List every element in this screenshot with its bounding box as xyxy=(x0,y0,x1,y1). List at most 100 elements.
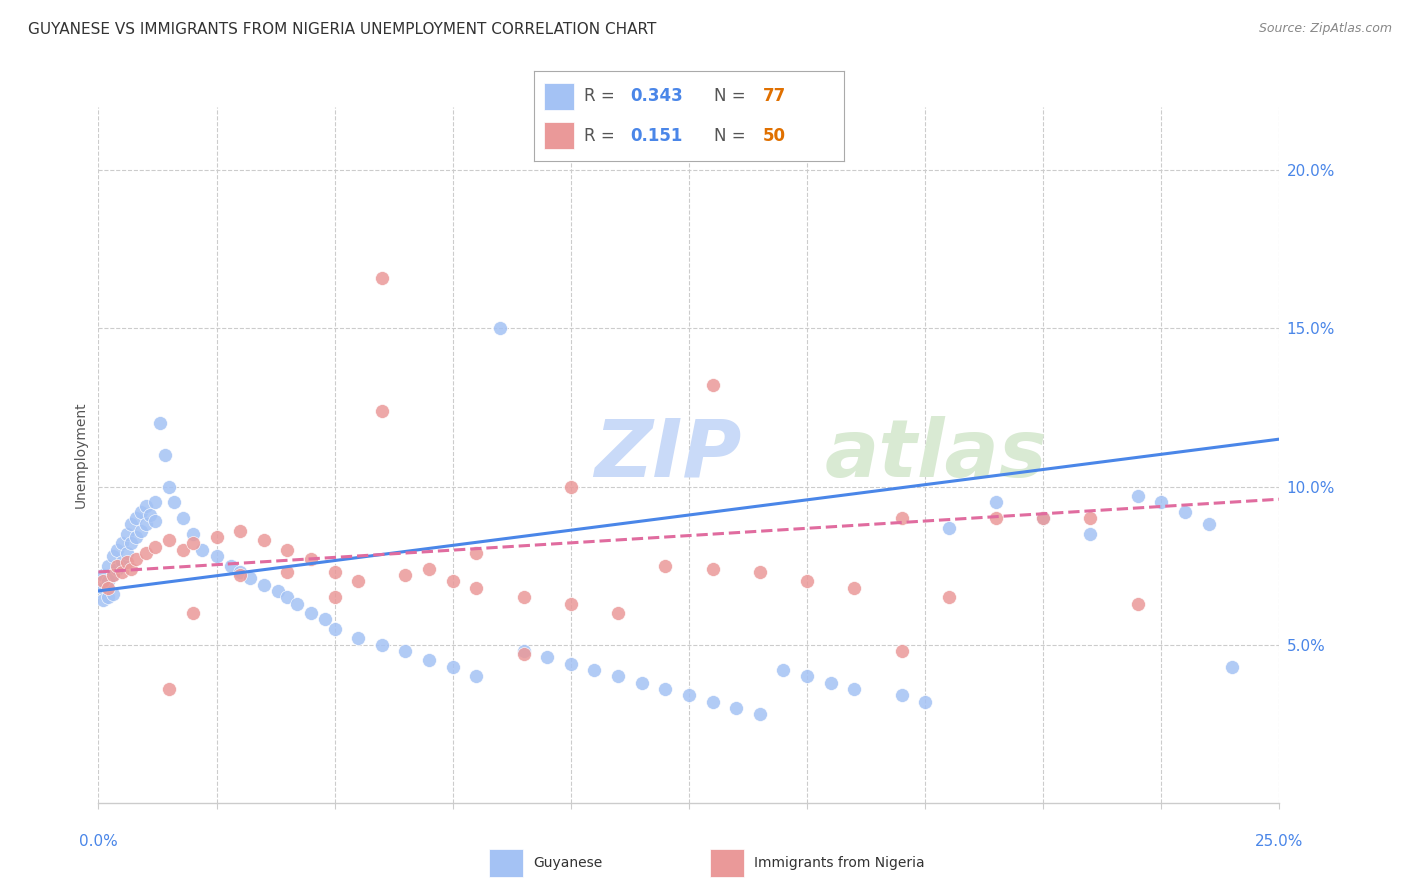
Point xyxy=(121,517,143,532)
Point xyxy=(560,479,582,493)
Point xyxy=(323,591,346,605)
Point xyxy=(149,417,172,431)
Point xyxy=(441,574,464,589)
Point xyxy=(820,675,842,690)
Point xyxy=(560,657,582,671)
Point xyxy=(121,562,143,576)
Point xyxy=(772,663,794,677)
Point xyxy=(748,565,770,579)
Point xyxy=(105,542,128,557)
Point xyxy=(157,681,180,696)
Point xyxy=(97,581,120,595)
Point xyxy=(253,577,276,591)
Point xyxy=(465,669,488,683)
Point xyxy=(115,556,138,570)
Point xyxy=(394,644,416,658)
Point xyxy=(702,695,724,709)
Text: 0.0%: 0.0% xyxy=(79,834,118,849)
Point xyxy=(418,653,440,667)
Point xyxy=(157,533,180,548)
Point xyxy=(465,546,488,560)
Text: 25.0%: 25.0% xyxy=(1256,834,1303,849)
FancyBboxPatch shape xyxy=(710,849,745,877)
Point xyxy=(347,574,370,589)
Point xyxy=(583,663,606,677)
Point xyxy=(299,552,322,566)
Point xyxy=(101,549,124,563)
Point xyxy=(139,508,162,522)
Point xyxy=(1174,505,1197,519)
Point xyxy=(181,527,204,541)
Text: GUYANESE VS IMMIGRANTS FROM NIGERIA UNEMPLOYMENT CORRELATION CHART: GUYANESE VS IMMIGRANTS FROM NIGERIA UNEM… xyxy=(28,22,657,37)
Point xyxy=(984,495,1007,509)
Point xyxy=(347,632,370,646)
Point xyxy=(143,514,166,528)
Text: N =: N = xyxy=(714,87,751,105)
Point xyxy=(172,542,194,557)
Point xyxy=(105,562,128,576)
Point xyxy=(914,695,936,709)
Point xyxy=(267,583,290,598)
Point xyxy=(125,530,148,544)
Point xyxy=(394,568,416,582)
Point xyxy=(101,587,124,601)
Text: Guyanese: Guyanese xyxy=(533,856,602,870)
Point xyxy=(938,521,960,535)
Point xyxy=(323,565,346,579)
Text: R =: R = xyxy=(583,127,626,145)
Point xyxy=(371,403,394,417)
Point xyxy=(121,536,143,550)
Text: Source: ZipAtlas.com: Source: ZipAtlas.com xyxy=(1258,22,1392,36)
Point xyxy=(172,511,194,525)
Text: R =: R = xyxy=(583,87,620,105)
Point xyxy=(560,597,582,611)
Point xyxy=(181,606,204,620)
Point xyxy=(725,701,748,715)
Point xyxy=(796,574,818,589)
Point xyxy=(181,536,204,550)
Point xyxy=(702,378,724,392)
Point xyxy=(1032,511,1054,525)
Point xyxy=(890,511,912,525)
Point xyxy=(125,552,148,566)
Point xyxy=(890,644,912,658)
Point xyxy=(1032,511,1054,525)
Point xyxy=(938,591,960,605)
Point xyxy=(1150,495,1173,509)
Point xyxy=(135,517,157,532)
Point xyxy=(129,505,152,519)
Point xyxy=(143,540,166,554)
Point xyxy=(163,495,186,509)
Point xyxy=(191,542,214,557)
Point xyxy=(219,558,242,573)
Point xyxy=(91,568,114,582)
Point xyxy=(97,558,120,573)
Point xyxy=(101,568,124,582)
Point xyxy=(285,597,308,611)
Point xyxy=(512,647,534,661)
Point xyxy=(115,546,138,560)
Point xyxy=(323,622,346,636)
Point xyxy=(205,549,228,563)
Text: N =: N = xyxy=(714,127,751,145)
Point xyxy=(101,568,124,582)
Point xyxy=(441,660,464,674)
Point xyxy=(105,558,128,573)
Point xyxy=(465,581,488,595)
Point xyxy=(630,675,652,690)
Point xyxy=(1080,527,1102,541)
Point xyxy=(91,581,114,595)
Point xyxy=(276,542,298,557)
Point xyxy=(890,688,912,702)
Point xyxy=(371,270,394,285)
Point xyxy=(111,536,134,550)
Point xyxy=(1220,660,1243,674)
Point xyxy=(512,644,534,658)
Point xyxy=(654,558,676,573)
Point xyxy=(239,571,262,585)
Point xyxy=(1198,517,1220,532)
Text: 0.151: 0.151 xyxy=(630,127,682,145)
Point xyxy=(229,565,252,579)
Point xyxy=(654,681,676,696)
Point xyxy=(1080,511,1102,525)
